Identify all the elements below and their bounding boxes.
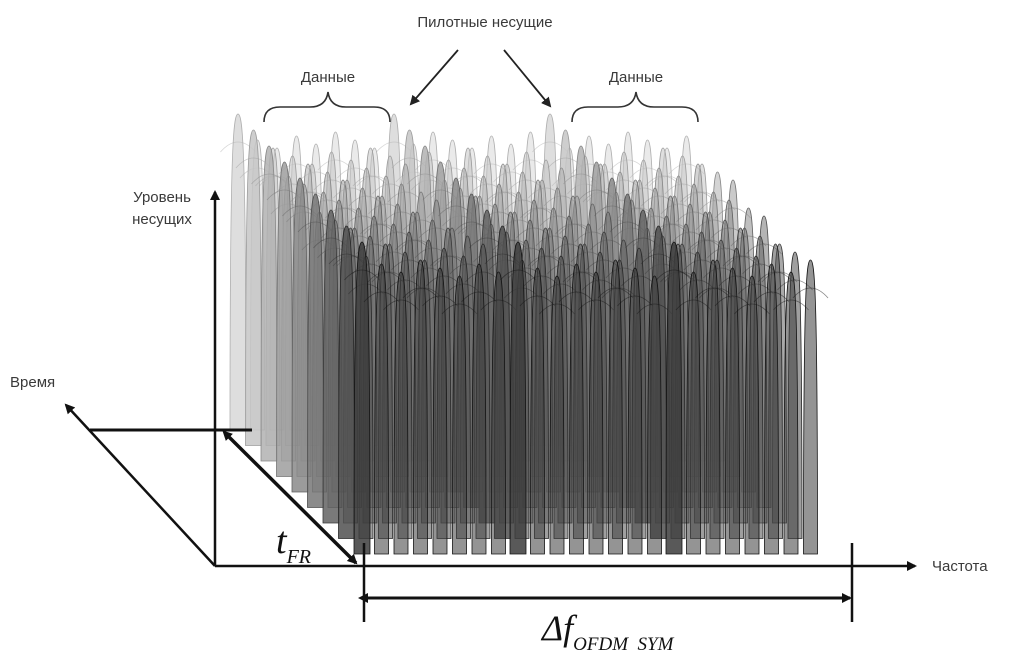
carrier-level-label-line1: Уровень bbox=[133, 189, 191, 206]
carrier-sidelobe bbox=[363, 291, 400, 303]
data-carrier bbox=[783, 271, 799, 555]
bandwidth-marker: ΔfOFDM SYM bbox=[358, 543, 854, 654]
pilot-carrier bbox=[509, 241, 527, 555]
carrier-sidelobe bbox=[558, 291, 595, 303]
data-carrier bbox=[686, 271, 701, 555]
carrier-level-label-line2: несущих bbox=[132, 211, 192, 228]
carrier-sidelobe bbox=[714, 295, 751, 307]
pilot-pointers bbox=[409, 49, 552, 108]
pilot-carrier bbox=[665, 241, 683, 555]
data-carrier bbox=[530, 267, 545, 555]
carrier-sidelobe bbox=[617, 295, 653, 307]
pilot-carrier bbox=[260, 145, 278, 462]
carrier-sidelobe bbox=[344, 269, 380, 281]
pilot-arrow-left bbox=[409, 49, 459, 106]
carrier-sidelobe bbox=[792, 287, 829, 299]
data-carrier bbox=[374, 263, 389, 555]
pilot-arrow-right bbox=[503, 49, 552, 108]
bandwidth-label: ΔfOFDM SYM bbox=[540, 608, 675, 654]
data-carrier bbox=[452, 275, 467, 555]
data-carrier bbox=[627, 267, 643, 555]
pilot-carriers-label: Пилотные несущие bbox=[417, 14, 552, 31]
carrier-sidelobe bbox=[461, 291, 497, 303]
carrier-sidelobe bbox=[519, 295, 556, 307]
pilot-carrier bbox=[245, 129, 262, 446]
carrier-sidelobe bbox=[695, 287, 731, 299]
data-carrier bbox=[393, 271, 409, 555]
time-axis bbox=[64, 403, 216, 567]
pilot-carrier bbox=[229, 113, 247, 431]
data-brace-left bbox=[263, 91, 391, 123]
data-carrier bbox=[647, 275, 662, 555]
data-carrier bbox=[725, 267, 740, 555]
carrier-sidelobe bbox=[597, 287, 634, 299]
carrier-sidelobe bbox=[500, 269, 536, 281]
data-label-right: Данные bbox=[609, 69, 663, 86]
data-label-left: Данные bbox=[301, 69, 355, 86]
data-carrier bbox=[608, 259, 623, 555]
pilot-carrier bbox=[276, 161, 293, 477]
carrier-sidelobe bbox=[753, 291, 790, 303]
data-carrier bbox=[569, 263, 584, 555]
carrier-spectra bbox=[220, 113, 829, 555]
data-carrier bbox=[588, 271, 604, 555]
data-brace-right bbox=[571, 91, 699, 123]
carrier-sidelobe bbox=[402, 287, 439, 299]
pilot-carrier bbox=[307, 193, 324, 508]
frame-duration-label: tFR bbox=[276, 520, 311, 568]
data-carrier bbox=[764, 263, 779, 555]
data-carrier bbox=[803, 259, 818, 555]
data-braces bbox=[263, 91, 699, 123]
frame-duration-marker: tFR bbox=[222, 430, 358, 568]
axes bbox=[64, 190, 917, 571]
time-label: Время bbox=[10, 374, 55, 391]
pilot-carrier bbox=[291, 177, 309, 493]
data-carrier bbox=[549, 275, 565, 555]
pilot-carrier bbox=[353, 241, 371, 555]
data-carrier bbox=[744, 275, 760, 555]
data-carrier bbox=[471, 263, 487, 555]
carrier-layer bbox=[344, 241, 829, 555]
frame-duration-arrow bbox=[222, 430, 358, 565]
carrier-sidelobe bbox=[656, 269, 692, 281]
frequency-label: Частота bbox=[932, 558, 988, 575]
data-carrier bbox=[705, 259, 721, 555]
carrier-sidelobe bbox=[422, 295, 458, 307]
data-carrier bbox=[432, 267, 448, 555]
data-carrier bbox=[491, 271, 506, 555]
data-carrier bbox=[413, 259, 428, 555]
